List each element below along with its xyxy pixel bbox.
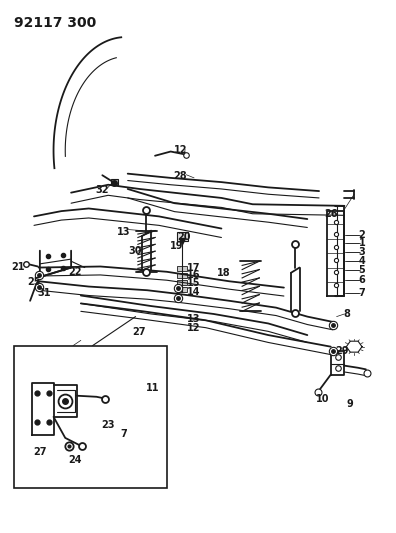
Text: 19: 19	[170, 241, 183, 252]
Text: 24: 24	[68, 455, 82, 465]
Text: 21: 21	[11, 262, 25, 271]
Text: 13: 13	[187, 314, 201, 324]
Bar	[177, 232, 188, 241]
Text: 30: 30	[129, 246, 142, 256]
Text: 9: 9	[347, 399, 354, 409]
Bar	[177, 287, 187, 292]
Bar	[111, 179, 118, 185]
Text: 27: 27	[133, 327, 146, 337]
Bar	[177, 266, 187, 271]
Text: 28: 28	[173, 171, 187, 181]
Text: 7: 7	[120, 429, 127, 439]
Text: 20: 20	[177, 232, 191, 243]
Text: 26: 26	[324, 209, 337, 219]
Bar	[15, 345, 167, 488]
Text: 4: 4	[359, 256, 366, 266]
Text: 22: 22	[68, 267, 82, 277]
Text: 2: 2	[359, 230, 366, 240]
Text: 12: 12	[187, 323, 201, 333]
Text: 14: 14	[187, 287, 201, 297]
Text: 12: 12	[174, 146, 187, 156]
Text: 18: 18	[217, 268, 230, 278]
Text: 29: 29	[336, 346, 349, 356]
Bar	[177, 280, 187, 285]
Text: 13: 13	[117, 227, 131, 237]
Text: 5: 5	[359, 265, 366, 275]
Text: 17: 17	[187, 263, 201, 272]
Text: 16: 16	[187, 270, 201, 280]
Text: 3: 3	[359, 247, 366, 257]
Text: 27: 27	[33, 447, 47, 457]
Text: 6: 6	[359, 274, 366, 285]
Text: 32: 32	[95, 185, 109, 195]
Text: 23: 23	[101, 419, 115, 430]
Text: 10: 10	[316, 394, 330, 405]
Text: 92117 300: 92117 300	[15, 16, 97, 30]
Text: 15: 15	[187, 278, 201, 288]
Text: 25: 25	[27, 277, 41, 287]
Bar	[177, 273, 187, 278]
Text: 11: 11	[147, 383, 160, 393]
Text: 1: 1	[359, 238, 366, 248]
Text: 7: 7	[359, 288, 366, 298]
Text: 31: 31	[37, 288, 51, 298]
Text: 8: 8	[343, 309, 350, 319]
